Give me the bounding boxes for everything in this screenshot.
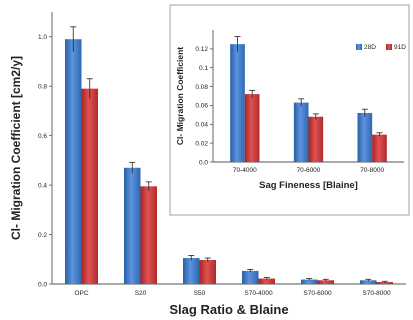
x-axis-title: Sag Fineness [Blaine]: [259, 180, 358, 191]
bar-28D-S70-6000: [300, 279, 318, 284]
bar-91D-S70-8000: [376, 282, 394, 284]
bar-91D-70-8000: [372, 134, 387, 162]
x-tick-label: 70-4000: [233, 167, 257, 174]
bar-28D-S70-8000: [359, 280, 377, 284]
bar-91D-S50: [199, 260, 217, 284]
y-tick-label: 0.2: [38, 232, 47, 239]
x-tick-label: 70-8000: [360, 167, 384, 174]
x-tick-label: 70-6000: [297, 167, 321, 174]
bar-91D-70-4000: [244, 94, 260, 162]
y-tick-label: 0.06: [195, 103, 208, 110]
bar-91D-S70-4000: [258, 278, 276, 284]
bar-91D-OPC: [81, 88, 99, 285]
y-tick-label: 0.4: [38, 182, 47, 189]
bar-28D-70-8000: [357, 112, 373, 162]
bar-28D-S20: [123, 167, 141, 284]
bar-91D-S20: [140, 186, 158, 284]
x-tick-label: S70-4000: [244, 290, 273, 297]
y-tick-label: 0.12: [195, 46, 208, 53]
inset-chart: 0.0 0.02 0.04 0.06 0.08 0.1 0.12 70-4000 70-6000…: [169, 4, 410, 216]
legend-swatch-28D: [356, 44, 362, 50]
y-tick-label: 0.04: [195, 122, 208, 129]
bar-28D-OPC: [64, 39, 82, 285]
x-tick-label: S70-6000: [303, 290, 332, 297]
x-tick-label: OPC: [74, 290, 88, 297]
bar-91D-S70-6000: [317, 280, 335, 284]
legend-label-28D: 28D: [364, 44, 376, 51]
y-tick-label: 0.0: [199, 159, 208, 166]
legend-label-91D: 91D: [394, 44, 406, 51]
y-tick-label: 0.08: [195, 84, 208, 91]
y-tick-label: 0.0: [38, 281, 47, 288]
y-tick-label: 0.6: [38, 133, 47, 140]
y-axis-title: Cl- Migration Coefficient [cm2/y]: [9, 56, 23, 240]
inset-frame: [169, 4, 410, 216]
y-tick-label: 0.02: [195, 140, 208, 147]
x-axis-title: Slag Ratio & Blaine: [169, 302, 288, 317]
legend-swatch-91D: [386, 44, 392, 50]
bar-28D-S70-4000: [241, 270, 259, 284]
main-chart: 0.0 0.2 0.4 0.6 0.8 1.0 OPC S20 S50 S70-4000 S70-6…: [9, 12, 406, 317]
y-tick-label: 0.1: [199, 65, 208, 72]
x-tick-label: S70-8000: [362, 290, 391, 297]
bar-28D-70-6000: [293, 102, 309, 162]
y-tick-label: 1.0: [38, 34, 47, 41]
y-tick-label: 0.8: [38, 83, 47, 90]
bar-91D-70-6000: [308, 116, 324, 162]
x-tick-label: S50: [194, 290, 206, 297]
x-tick-label: S20: [135, 290, 147, 297]
bar-28D-70-4000: [230, 44, 245, 163]
bar-28D-S50: [182, 258, 200, 284]
y-axis-title: Cl- Migration Coefficient: [175, 47, 185, 145]
